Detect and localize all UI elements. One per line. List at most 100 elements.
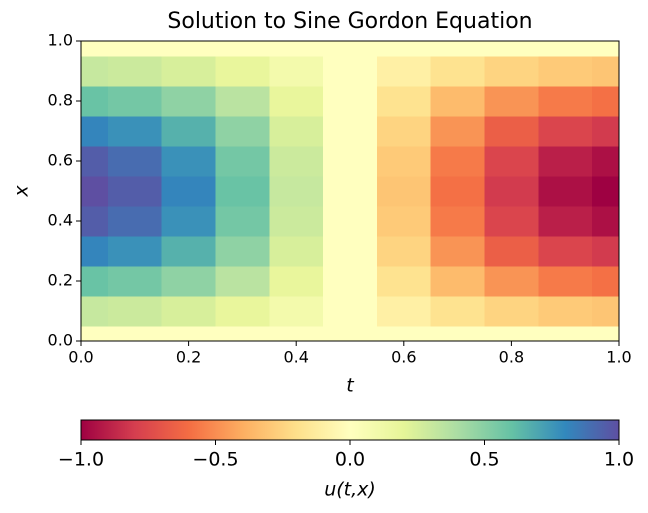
chart-title: Solution to Sine Gordon Equation — [167, 9, 532, 34]
heatmap-cell — [269, 326, 324, 341]
heatmap-cell — [484, 236, 539, 267]
heatmap-cell — [484, 296, 539, 327]
heatmap-cell — [376, 116, 432, 147]
heatmap-cell — [161, 266, 217, 297]
heatmap-cell — [430, 146, 486, 177]
colorbar-tick-label: 0.0 — [335, 449, 365, 471]
heatmap-cell — [269, 266, 324, 297]
heatmap-cell — [107, 146, 163, 177]
heatmap-cell — [81, 236, 109, 267]
heatmap-cell — [107, 266, 163, 297]
heatmap-cell — [107, 41, 163, 57]
heatmap — [81, 41, 619, 341]
heatmap-cell — [430, 206, 486, 237]
heatmap-cell — [592, 41, 619, 57]
heatmap-cell — [484, 116, 539, 147]
heatmap-cell — [107, 236, 163, 267]
heatmap-cell — [269, 206, 324, 237]
heatmap-cell — [484, 176, 539, 207]
heatmap-cell — [592, 146, 619, 177]
heatmap-cell — [430, 86, 486, 117]
heatmap-cell — [215, 146, 270, 177]
heatmap-cell — [538, 326, 593, 341]
heatmap-cell — [269, 236, 324, 267]
heatmap-cell — [107, 116, 163, 147]
heatmap-cell — [538, 296, 593, 327]
heatmap-cell — [376, 236, 432, 267]
heatmap-cell — [538, 206, 593, 237]
heatmap-cell — [81, 296, 109, 327]
heatmap-cell — [376, 266, 432, 297]
x-tick-label: 0.6 — [391, 348, 416, 367]
heatmap-cell — [430, 326, 486, 341]
heatmap-cell — [592, 296, 619, 327]
heatmap-cell — [269, 56, 324, 87]
heatmap-cell — [592, 266, 619, 297]
heatmap-cell — [538, 56, 593, 87]
y-tick-label: 1.0 — [48, 31, 73, 50]
heatmap-cell — [107, 56, 163, 87]
heatmap-cell — [323, 176, 378, 207]
heatmap-cell — [215, 236, 270, 267]
heatmap-cell — [215, 56, 270, 87]
heatmap-cell — [592, 326, 619, 341]
heatmap-cell — [269, 296, 324, 327]
colorbar-tick-label: −1.0 — [58, 449, 104, 471]
heatmap-cell — [323, 146, 378, 177]
heatmap-cell — [161, 296, 217, 327]
heatmap-cell — [376, 146, 432, 177]
colorbar-tick-label: 0.5 — [469, 449, 499, 471]
heatmap-cell — [161, 206, 217, 237]
heatmap-cell — [107, 206, 163, 237]
heatmap-cell — [484, 266, 539, 297]
heatmap-cell — [592, 206, 619, 237]
heatmap-cell — [161, 41, 217, 57]
x-tick-label: 0.0 — [68, 348, 93, 367]
heatmap-cell — [323, 86, 378, 117]
heatmap-cell — [269, 146, 324, 177]
heatmap-cell — [323, 41, 378, 57]
heatmap-cell — [81, 41, 109, 57]
heatmap-cell — [161, 56, 217, 87]
heatmap-cell — [161, 326, 217, 341]
heatmap-cell — [592, 86, 619, 117]
y-axis-label: x — [11, 185, 33, 198]
heatmap-cell — [215, 296, 270, 327]
heatmap-cell — [430, 236, 486, 267]
heatmap-cell — [323, 206, 378, 237]
heatmap-cell — [81, 266, 109, 297]
heatmap-cell — [269, 86, 324, 117]
heatmap-cell — [376, 176, 432, 207]
heatmap-cell — [107, 296, 163, 327]
heatmap-cell — [323, 326, 378, 341]
x-tick-label: 0.2 — [176, 348, 201, 367]
heatmap-cell — [376, 56, 432, 87]
heatmap-cell — [81, 146, 109, 177]
heatmap-cell — [484, 41, 539, 57]
heatmap-cell — [592, 236, 619, 267]
y-tick-label: 0.0 — [48, 331, 73, 350]
y-tick-label: 0.4 — [48, 211, 73, 230]
colorbar-tick-label: 1.0 — [604, 449, 634, 471]
colorbar-label: u(t,x) — [324, 479, 376, 501]
heatmap-cell — [538, 266, 593, 297]
heatmap-cell — [538, 236, 593, 267]
heatmap-cell — [430, 296, 486, 327]
heatmap-cell — [592, 176, 619, 207]
heatmap-cell — [538, 146, 593, 177]
x-axis-label: t — [346, 375, 355, 397]
y-tick-label: 0.6 — [48, 151, 73, 170]
heatmap-cell — [430, 266, 486, 297]
heatmap-cell — [81, 176, 109, 207]
heatmap-cell — [269, 116, 324, 147]
heatmap-cell — [215, 326, 270, 341]
heatmap-cell — [592, 56, 619, 87]
x-tick-label: 0.4 — [283, 348, 308, 367]
heatmap-cell — [323, 296, 378, 327]
y-tick-label: 0.2 — [48, 271, 73, 290]
heatmap-cell — [376, 326, 432, 341]
heatmap-cell — [484, 86, 539, 117]
x-tick-label: 0.8 — [499, 348, 524, 367]
heatmap-cell — [81, 116, 109, 147]
